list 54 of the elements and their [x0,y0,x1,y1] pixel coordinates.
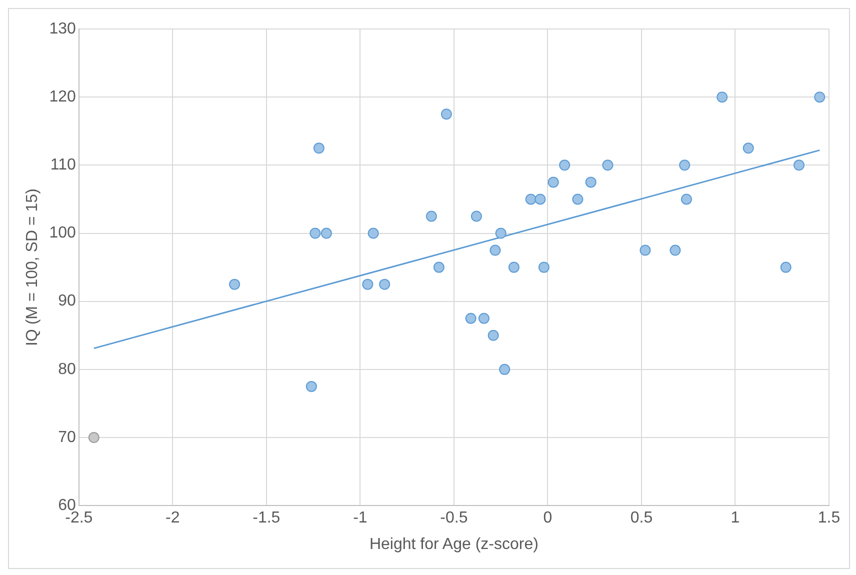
point [426,210,437,222]
x-tick-label: -0.5 [440,510,468,527]
point [368,228,379,239]
point [490,244,501,256]
point [548,176,559,188]
point [670,244,681,256]
point [306,380,317,392]
y-tick-label: 120 [49,88,76,106]
point [572,194,584,205]
point [313,142,324,154]
point [559,160,570,171]
point [534,194,546,205]
x-tick-label: 0 [543,510,552,527]
point [488,330,499,341]
y-tick-label: 100 [49,224,76,242]
y-tick-label: 130 [49,20,76,38]
y-tick-label: 80 [58,360,76,378]
point [465,312,476,324]
point [320,228,332,239]
point [742,142,754,154]
y-tick-label: 90 [58,292,76,310]
x-axis-title: Height for Age (z-score) [369,536,538,553]
point [470,210,482,222]
point [538,262,550,273]
point [602,160,614,171]
point [440,108,452,120]
point [229,278,240,290]
y-tick-label: 110 [50,156,76,174]
point [585,176,596,188]
point [379,278,390,290]
point [716,92,728,103]
x-tick-label: 0.5 [630,510,653,527]
point [495,228,506,239]
x-tick-label: -1 [353,510,368,527]
point [793,160,804,171]
point [814,92,826,103]
x-tick-label: -2 [166,510,180,527]
point [640,244,651,256]
point [508,262,520,273]
point [525,194,536,205]
y-axis-title: IQ (M = 100, SD = 15) [24,188,42,346]
x-tick-label: 1.5 [818,510,840,527]
point [780,262,792,273]
point [362,278,374,290]
x-tick-label: -1.5 [252,510,280,527]
point [679,160,690,171]
point [433,262,444,273]
point [680,194,692,205]
x-tick-label: 1 [730,510,740,527]
point [499,364,510,375]
point [478,312,490,324]
point [88,432,100,444]
point [310,228,321,239]
y-tick-label: 70 [58,428,76,446]
